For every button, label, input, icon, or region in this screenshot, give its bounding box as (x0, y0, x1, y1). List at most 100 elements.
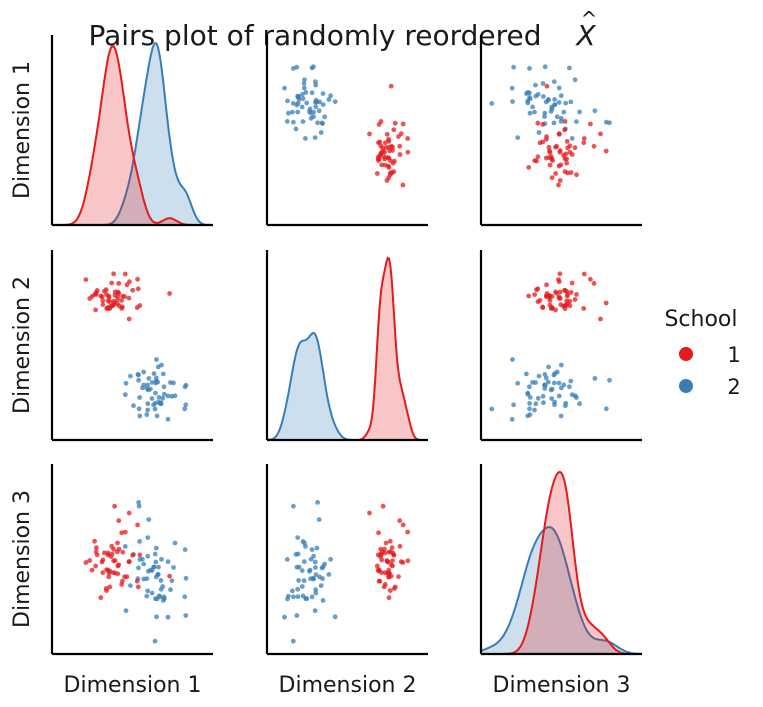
point-school-2 (145, 588, 151, 594)
point-school-1 (556, 182, 561, 188)
point-school-2 (152, 406, 158, 412)
point-school-1 (405, 529, 411, 535)
point-school-1 (544, 83, 550, 89)
point-school-2 (320, 102, 326, 107)
point-school-2 (182, 547, 188, 552)
point-school-1 (112, 570, 118, 576)
point-school-2 (299, 92, 305, 97)
point-school-2 (156, 395, 162, 400)
point-school-1 (544, 136, 549, 142)
point-school-1 (122, 529, 128, 535)
point-school-1 (122, 574, 127, 580)
point-school-2 (542, 64, 548, 70)
point-school-1 (572, 297, 578, 302)
point-school-1 (94, 545, 99, 551)
point-school-1 (550, 158, 555, 164)
point-school-1 (112, 503, 117, 509)
kde-fill-school-2 (267, 333, 428, 440)
point-school-1 (557, 148, 563, 153)
point-school-2 (307, 106, 313, 112)
point-school-1 (598, 131, 603, 137)
point-school-2 (144, 412, 150, 418)
point-school-1 (103, 586, 109, 591)
point-school-2 (295, 109, 301, 115)
point-school-2 (568, 378, 574, 384)
point-school-2 (568, 99, 574, 105)
point-school-2 (299, 568, 305, 573)
point-school-2 (153, 559, 159, 565)
point-school-2 (153, 545, 159, 551)
point-school-1 (390, 160, 396, 166)
point-school-1 (553, 289, 558, 295)
point-school-1 (405, 149, 411, 155)
point-school-2 (320, 598, 326, 603)
x-label-2: Dimension 2 (279, 673, 417, 698)
point-school-2 (171, 565, 176, 570)
point-school-1 (392, 120, 398, 126)
point-school-1 (557, 271, 563, 277)
point-school-1 (93, 307, 98, 313)
point-school-1 (120, 549, 126, 555)
y-label-2: Dimension 2 (10, 276, 35, 414)
point-school-1 (532, 292, 538, 297)
point-school-1 (83, 277, 89, 282)
legend-marker-2 (679, 379, 693, 393)
point-school-2 (301, 559, 307, 565)
point-school-2 (326, 97, 332, 102)
point-school-2 (137, 557, 143, 562)
point-school-2 (300, 119, 306, 124)
point-school-1 (557, 289, 563, 295)
point-school-2 (313, 79, 318, 85)
point-school-1 (135, 522, 141, 528)
point-school-2 (577, 401, 582, 407)
point-school-2 (552, 371, 558, 376)
point-school-2 (313, 572, 319, 577)
point-school-2 (295, 586, 301, 592)
point-school-1 (377, 139, 383, 145)
point-school-2 (302, 77, 307, 83)
point-school-2 (311, 553, 316, 559)
point-school-2 (542, 386, 548, 391)
point-school-1 (120, 304, 125, 310)
point-school-2 (489, 101, 495, 106)
point-school-1 (380, 503, 386, 509)
point-school-1 (558, 302, 564, 307)
point-school-1 (381, 154, 387, 160)
point-school-2 (524, 371, 529, 377)
point-school-2 (328, 93, 333, 99)
point-school-1 (562, 127, 568, 133)
point-school-2 (296, 578, 301, 583)
point-school-2 (525, 90, 531, 95)
point-school-2 (123, 380, 129, 386)
point-school-2 (556, 85, 562, 91)
point-school-1 (126, 316, 132, 322)
point-school-1 (568, 290, 574, 295)
point-school-1 (111, 271, 116, 277)
point-school-2 (300, 96, 306, 102)
point-school-2 (161, 391, 167, 397)
point-school-1 (374, 171, 380, 176)
point-school-2 (157, 594, 163, 600)
point-school-2 (145, 401, 151, 407)
point-school-2 (556, 393, 562, 399)
kde-fill-school-1 (52, 46, 213, 225)
point-school-1 (391, 127, 397, 133)
point-school-2 (527, 110, 533, 116)
point-school-2 (320, 564, 326, 570)
point-school-2 (153, 390, 158, 396)
point-school-2 (137, 413, 143, 419)
point-school-2 (320, 91, 326, 96)
point-school-1 (574, 172, 579, 178)
kde-fill-school-2 (52, 43, 213, 225)
point-school-2 (149, 590, 155, 596)
point-school-1 (167, 291, 173, 296)
point-school-2 (182, 594, 188, 600)
point-school-1 (389, 545, 395, 551)
point-school-2 (137, 395, 143, 400)
point-school-1 (107, 299, 113, 305)
point-school-2 (532, 109, 537, 115)
point-school-1 (405, 558, 411, 564)
point-school-1 (120, 578, 125, 584)
point-school-2 (607, 377, 612, 383)
point-school-2 (183, 402, 189, 408)
